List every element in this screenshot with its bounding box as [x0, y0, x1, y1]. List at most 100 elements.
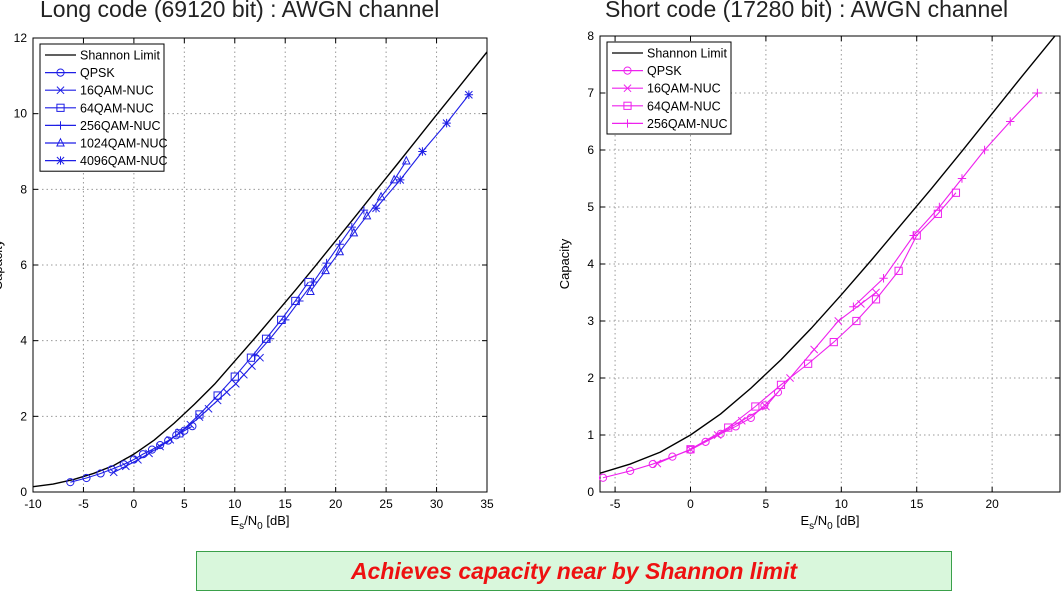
right-legend-marker — [623, 84, 632, 93]
left-chart-title: Long code (69120 bit) : AWGN channel — [40, 0, 440, 22]
left-data-point — [172, 431, 181, 440]
left-series-line — [178, 281, 309, 434]
left-x-tick-label: 25 — [379, 497, 393, 511]
left-data-point — [321, 265, 330, 275]
right-legend-label: 16QAM-NUC — [647, 82, 721, 96]
right-data-point — [849, 302, 858, 311]
left-shannon-line — [33, 51, 487, 488]
right-ticks: -5 0 5 10 15 20 0 1 2 3 4 5 6 7 8 — [587, 29, 1060, 511]
left-x-tick-label: 5 — [181, 497, 188, 511]
right-data-point — [686, 445, 695, 454]
right-series-line — [657, 292, 877, 465]
right-data-point — [852, 316, 861, 326]
left-data-point — [396, 175, 405, 185]
right-data-point — [668, 452, 677, 461]
left-legend-label: 1024QAM-NUC — [80, 137, 168, 151]
left-data-point — [138, 450, 148, 459]
right-y-tick-label: 2 — [587, 371, 594, 385]
left-data-point — [66, 478, 75, 487]
right-data-point — [1006, 117, 1015, 126]
right-y-tick-label: 4 — [587, 257, 594, 271]
left-x-tick-label: -10 — [24, 497, 42, 511]
right-x-tick-label: 5 — [763, 497, 770, 511]
right-y-tick-label: 1 — [587, 428, 594, 442]
left-data-point — [195, 413, 204, 422]
right-legend-label: 256QAM-NUC — [647, 117, 728, 131]
right-legend-label: 64QAM-NUC — [647, 99, 721, 113]
right-data-point — [724, 423, 733, 432]
right-x-tick-label: 0 — [687, 497, 694, 511]
left-legend-label: Shannon Limit — [80, 49, 160, 63]
left-grid — [33, 38, 487, 492]
right-x-tick-label: 15 — [910, 497, 924, 511]
left-data-point — [230, 372, 239, 381]
right-data-point — [626, 466, 635, 476]
left-ticks: -10 -5 0 5 10 15 20 25 30 35 0 2 4 6 8 10 12 — [14, 31, 494, 511]
left-legend-label: QPSK — [80, 66, 115, 80]
left-series-1024qam-nuc — [306, 155, 411, 295]
left-data-point — [359, 205, 369, 215]
left-chart: -10 -5 0 5 10 15 20 25 30 35 0 2 4 6 8 10 12 Es/N0 [dB] Ca… — [0, 31, 494, 532]
right-data-point — [701, 437, 710, 446]
right-data-point — [957, 174, 967, 183]
left-data-point — [213, 391, 222, 400]
left-data-point — [204, 404, 213, 413]
left-y-tick-label: 2 — [20, 409, 27, 423]
right-chart-title: Short code (17280 bit) : AWGN channel — [605, 0, 1009, 22]
left-data-point — [222, 388, 231, 397]
right-x-tick-label: 10 — [835, 497, 849, 511]
left-x-tick-label: 0 — [131, 497, 138, 511]
right-data-point — [829, 337, 838, 347]
right-y-tick-label: 5 — [587, 200, 594, 214]
right-data-point — [804, 359, 813, 368]
left-legend-marker — [56, 68, 65, 77]
right-data-point — [871, 295, 881, 304]
right-legend-label: QPSK — [647, 64, 682, 78]
left-data-point — [322, 258, 331, 268]
left-data-point — [256, 353, 264, 362]
left-data-point — [250, 351, 260, 360]
left-data-point — [418, 147, 427, 156]
right-data-point — [951, 188, 961, 197]
left-data-point — [401, 155, 411, 165]
right-data-point — [872, 288, 880, 297]
left-data-point — [265, 334, 275, 343]
left-data-point — [335, 246, 345, 256]
left-legend-marker — [56, 156, 65, 165]
right-data-point — [760, 401, 769, 410]
left-y-tick-label: 0 — [20, 485, 27, 499]
left-y-tick-label: 8 — [20, 182, 27, 196]
left-series-16qam-nuc — [109, 353, 264, 477]
capacity-banner: Achieves capacity near by Shannon limit — [196, 551, 952, 591]
right-data-point — [1033, 88, 1042, 98]
right-legend-marker — [623, 101, 632, 110]
left-data-point — [82, 473, 91, 483]
left-legend: Shannon Limit QPSK 16QAM-NUC 64QAM-NUC 256QA… — [39, 43, 168, 172]
right-series-64qam-nuc — [686, 188, 961, 454]
left-data-point — [309, 277, 318, 287]
left-data-point — [166, 435, 175, 444]
right-x-tick-label: -5 — [610, 497, 621, 511]
left-legend-label: 64QAM-NUC — [80, 101, 154, 115]
right-data-point — [810, 345, 819, 354]
left-x-axis-label: Es/N0 [dB] — [231, 513, 290, 532]
left-data-point — [96, 469, 105, 478]
left-data-point — [156, 440, 165, 450]
left-legend-marker — [56, 86, 65, 95]
right-data-point — [761, 402, 770, 411]
right-shannon-line — [600, 36, 1056, 474]
left-data-point — [180, 426, 189, 435]
right-data-point — [980, 145, 989, 155]
left-data-point — [349, 227, 359, 237]
left-x-tick-label: 10 — [228, 497, 242, 511]
left-data-point — [464, 90, 474, 99]
left-y-tick-label: 4 — [20, 334, 27, 348]
left-x-tick-label: -5 — [78, 497, 89, 511]
left-legend-label: 256QAM-NUC — [80, 119, 161, 133]
right-y-tick-label: 3 — [587, 314, 594, 328]
right-data-point — [834, 317, 843, 325]
left-data-point — [133, 455, 142, 464]
left-data-point — [247, 362, 256, 370]
left-data-point — [239, 370, 248, 379]
left-data-point — [195, 410, 204, 419]
